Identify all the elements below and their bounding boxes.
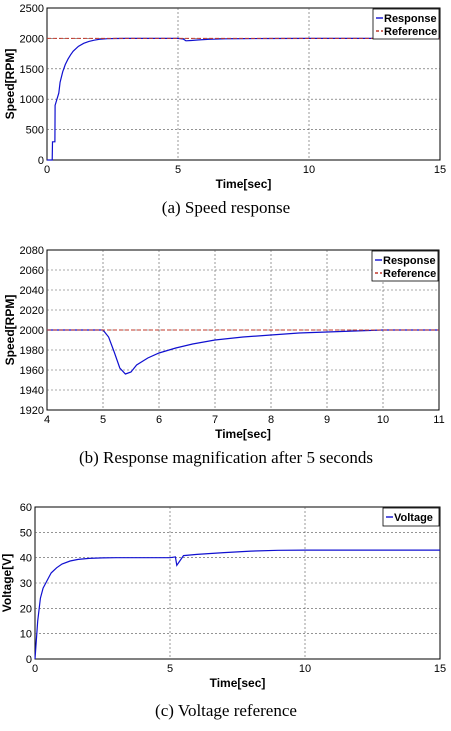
y-tick-label: 40 xyxy=(20,553,32,565)
y-tick-label: 1500 xyxy=(20,64,44,76)
y-tick-label: 2060 xyxy=(20,265,44,277)
y-tick-label: 0 xyxy=(38,155,44,167)
y-tick-label: 60 xyxy=(20,502,32,514)
y-tick-label: 500 xyxy=(26,125,44,137)
y-tick-label: 2020 xyxy=(20,305,44,317)
y-tick-label: 30 xyxy=(20,578,32,590)
legend-box xyxy=(382,507,440,527)
x-tick-label: 9 xyxy=(324,414,330,426)
y-tick-label: 1940 xyxy=(20,385,44,397)
x-tick-label: 5 xyxy=(100,414,106,426)
x-tick-label: 0 xyxy=(44,164,50,176)
y-tick-label: 1960 xyxy=(20,365,44,377)
y-tick-label: 1980 xyxy=(20,345,44,357)
legend-entry-reference: Reference xyxy=(383,268,436,280)
legend: Voltage xyxy=(382,507,440,527)
x-tick-label: 15 xyxy=(434,663,446,675)
x-tick-label: 6 xyxy=(156,414,162,426)
y-tick-label: 2040 xyxy=(20,285,44,297)
x-tick-label: 10 xyxy=(303,164,315,176)
legend-entry-response: Response xyxy=(383,255,436,267)
chart-1: 4 5 6 7 8 9 10 11 1920 1940 1960 1980 2000 2020 2040 20… xyxy=(3,245,445,467)
y-tick-label: 1000 xyxy=(20,94,44,106)
y-tick-label: 20 xyxy=(20,603,32,615)
x-axis-label: Time[sec] xyxy=(215,427,271,441)
y-tick-label: 2500 xyxy=(20,3,44,15)
legend-box xyxy=(372,8,440,40)
legend-box xyxy=(371,250,439,282)
series-line-voltage xyxy=(34,549,440,660)
x-tick-label: 5 xyxy=(167,663,173,675)
chart-2: 0 5 10 15 0 10 20 30 40 50 60 Time[sec] Voltage[V] Vo… xyxy=(0,502,446,720)
figure-caption: (a) Speed response xyxy=(162,198,290,217)
x-tick-label: 0 xyxy=(32,663,38,675)
x-tick-label: 10 xyxy=(299,663,311,675)
x-tick-label: 5 xyxy=(175,164,181,176)
y-axis-label: Speed[RPM] xyxy=(3,295,17,366)
y-tick-label: 2000 xyxy=(20,33,44,45)
y-tick-label: 2000 xyxy=(20,325,44,337)
y-tick-label: 0 xyxy=(26,654,32,666)
y-tick-label: 50 xyxy=(20,527,32,539)
y-tick-label: 2080 xyxy=(20,245,44,257)
x-tick-label: 8 xyxy=(268,414,274,426)
y-tick-label: 10 xyxy=(20,629,32,641)
figure-caption: (c) Voltage reference xyxy=(155,701,297,720)
legend-entry-reference: Reference xyxy=(384,26,437,38)
chart-0: 0 5 10 15 0 500 1000 1500 2000 2500 Time[sec] Speed… xyxy=(3,3,446,217)
y-axis-label: Voltage[V] xyxy=(0,554,14,612)
x-axis-label: Time[sec] xyxy=(216,177,272,191)
x-tick-label: 10 xyxy=(377,414,389,426)
y-tick-label: 1920 xyxy=(20,405,44,417)
legend-entry-response: Response xyxy=(384,13,437,25)
figure-caption: (b) Response magnification after 5 secon… xyxy=(79,448,373,467)
series-line-response xyxy=(47,329,439,375)
legend-entry-voltage: Voltage xyxy=(394,512,433,524)
y-axis-label: Speed[RPM] xyxy=(3,49,17,120)
x-axis-label: Time[sec] xyxy=(210,676,266,690)
x-tick-label: 15 xyxy=(434,164,446,176)
x-tick-label: 4 xyxy=(44,414,50,426)
x-tick-label: 11 xyxy=(433,414,444,426)
x-tick-label: 7 xyxy=(212,414,218,426)
